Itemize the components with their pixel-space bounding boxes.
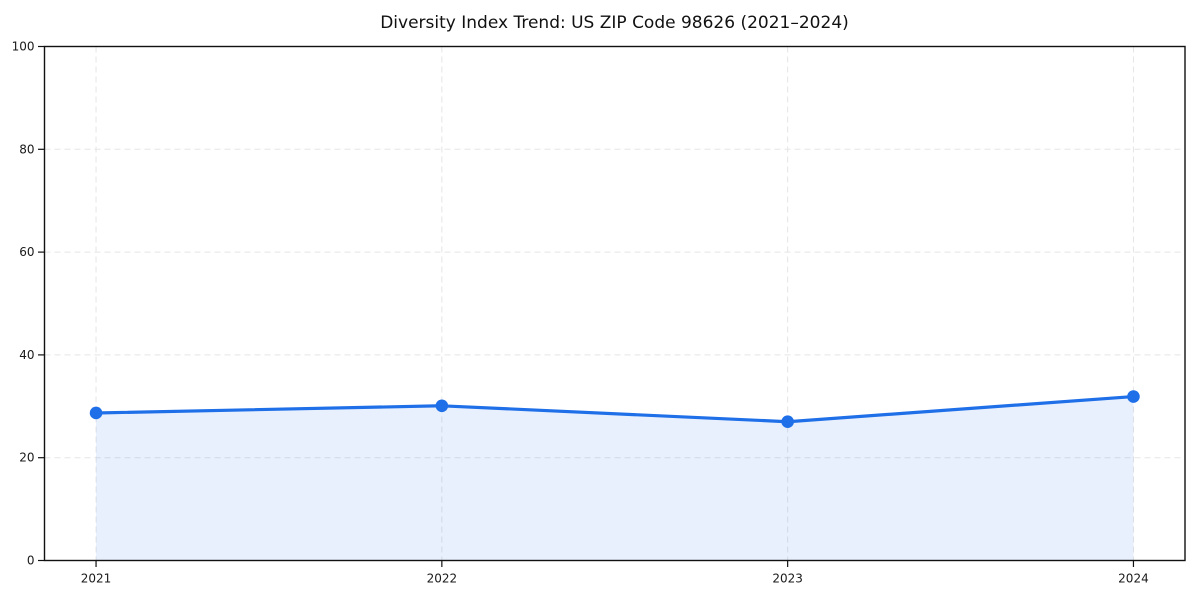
data-point	[89, 406, 103, 420]
y-tick-label: 40	[19, 348, 34, 362]
x-tick-label: 2021	[81, 572, 112, 586]
x-tick-label: 2023	[772, 572, 803, 586]
chart-title: Diversity Index Trend: US ZIP Code 98626…	[380, 13, 849, 33]
y-tick-label: 80	[19, 142, 34, 156]
x-tick-label: 2024	[1118, 572, 1149, 586]
trend-line	[94, 394, 1136, 424]
plot-border	[43, 45, 1186, 562]
y-tick-label: 100	[12, 40, 35, 54]
y-tick-label: 20	[19, 451, 34, 465]
y-tick-label: 0	[27, 554, 35, 568]
data-point	[781, 415, 794, 429]
y-tick-label: 60	[19, 245, 34, 259]
x-tick-label: 2022	[427, 572, 458, 586]
data-point	[435, 399, 449, 413]
data-point	[1127, 390, 1140, 403]
area-fill	[96, 396, 1134, 561]
